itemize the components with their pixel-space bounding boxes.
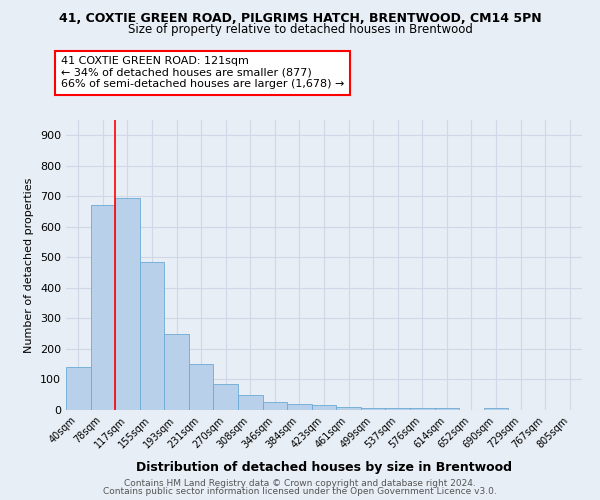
Text: Size of property relative to detached houses in Brentwood: Size of property relative to detached ho… xyxy=(128,22,472,36)
Bar xyxy=(66,368,91,410)
Text: Contains HM Land Registry data © Crown copyright and database right 2024.: Contains HM Land Registry data © Crown c… xyxy=(124,478,476,488)
Y-axis label: Number of detached properties: Number of detached properties xyxy=(25,178,34,352)
Bar xyxy=(140,262,164,410)
Text: 41, COXTIE GREEN ROAD, PILGRIMS HATCH, BRENTWOOD, CM14 5PN: 41, COXTIE GREEN ROAD, PILGRIMS HATCH, B… xyxy=(59,12,541,26)
Bar xyxy=(312,406,336,410)
Bar xyxy=(361,408,385,410)
Bar xyxy=(484,408,508,410)
Bar xyxy=(263,402,287,410)
Bar xyxy=(214,384,238,410)
Bar xyxy=(434,408,459,410)
Bar xyxy=(164,334,189,410)
Bar xyxy=(287,404,312,410)
Bar xyxy=(336,407,361,410)
Bar xyxy=(91,206,115,410)
Text: 41 COXTIE GREEN ROAD: 121sqm
← 34% of detached houses are smaller (877)
66% of s: 41 COXTIE GREEN ROAD: 121sqm ← 34% of de… xyxy=(61,56,344,90)
Bar xyxy=(410,408,434,410)
Bar xyxy=(115,198,140,410)
Bar xyxy=(189,364,214,410)
Bar xyxy=(385,408,410,410)
Bar xyxy=(238,394,263,410)
Text: Contains public sector information licensed under the Open Government Licence v3: Contains public sector information licen… xyxy=(103,487,497,496)
X-axis label: Distribution of detached houses by size in Brentwood: Distribution of detached houses by size … xyxy=(136,461,512,474)
